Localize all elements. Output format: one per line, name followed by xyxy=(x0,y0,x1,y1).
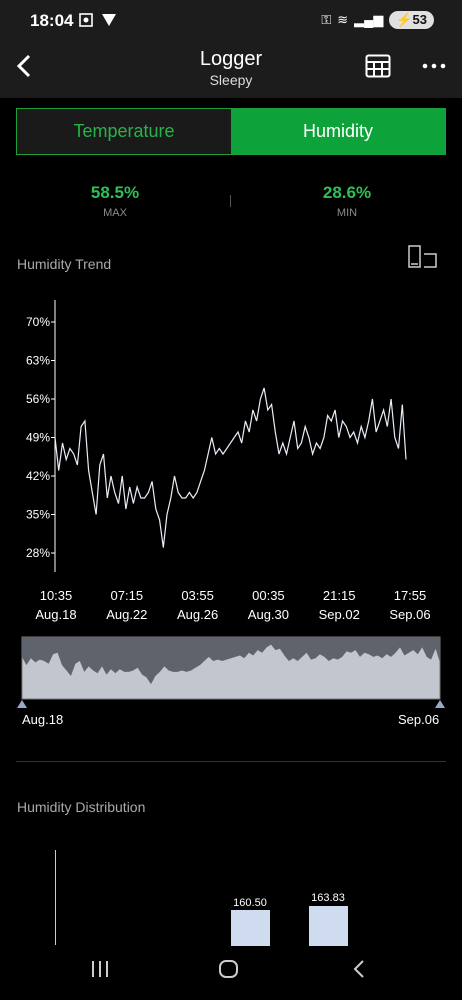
section-divider xyxy=(16,761,446,762)
app-bar: Logger Sleepy xyxy=(0,44,462,98)
x-tick-date: Aug.22 xyxy=(106,607,147,622)
x-tick-time: 03:55 xyxy=(181,588,214,603)
y-tick-label: 63% xyxy=(26,354,50,368)
back-nav-icon[interactable] xyxy=(350,958,370,986)
trend-title: Humidity Trend xyxy=(17,256,112,272)
page-subtitle: Sleepy xyxy=(209,72,253,88)
x-tick-date: Aug.18 xyxy=(35,607,76,622)
battery-level: 53 xyxy=(412,12,427,27)
status-bar: 18:04 ⚿ ≋ ▂▄▆ ⚡53 xyxy=(0,0,462,44)
x-tick-time: 17:55 xyxy=(394,588,427,603)
navigator-end-label: Sep.06 xyxy=(398,712,440,727)
wifi-icon: ≋ xyxy=(337,12,349,27)
metric-tabs: Temperature Humidity xyxy=(16,108,446,155)
distribution-bar xyxy=(309,906,348,946)
recent-apps-icon[interactable] xyxy=(89,958,111,986)
x-tick-date: Sep.02 xyxy=(319,607,360,622)
x-tick-date: Aug.30 xyxy=(248,607,289,622)
y-tick-label: 42% xyxy=(26,469,50,483)
x-tick-time: 00:35 xyxy=(252,588,285,603)
humidity-trend-chart[interactable]: 70% 63% 56% 49% 42% 35% 28% 10:35 Aug.18 07:15 Au… xyxy=(0,290,462,630)
max-value: 58.5% xyxy=(90,183,140,202)
distribution-bar xyxy=(231,910,270,946)
navigator-start-label: Aug.18 xyxy=(22,712,64,727)
y-tick-label: 35% xyxy=(26,508,50,522)
tab-temperature[interactable]: Temperature xyxy=(17,109,231,154)
tab-humidity[interactable]: Humidity xyxy=(231,109,445,154)
x-tick-date: Sep.06 xyxy=(389,607,430,622)
battery-indicator: ⚡53 xyxy=(389,11,434,29)
y-tick-label: 49% xyxy=(26,431,50,445)
rotate-screen-icon[interactable] xyxy=(406,244,440,275)
system-indicators: ⚿ ≋ ▂▄▆ ⚡53 xyxy=(321,11,434,29)
table-view-icon[interactable] xyxy=(365,54,391,83)
y-tick-label: 28% xyxy=(26,546,50,560)
navigator-left-handle-icon[interactable] xyxy=(17,700,27,708)
x-tick-time: 07:15 xyxy=(111,588,144,603)
min-value: 28.6% xyxy=(322,183,372,202)
distribution-title: Humidity Distribution xyxy=(17,799,146,815)
x-tick-date: Aug.26 xyxy=(177,607,218,622)
min-label: MIN xyxy=(336,207,358,219)
max-label: MAX xyxy=(103,207,127,219)
y-tick-label: 70% xyxy=(26,315,50,329)
x-tick-time: 21:15 xyxy=(323,588,356,603)
humidity-series-line xyxy=(54,387,407,548)
more-options-icon[interactable] xyxy=(421,48,447,82)
page-title: Logger xyxy=(199,48,263,70)
stats-divider xyxy=(230,195,231,207)
bar-label: 163.83 xyxy=(311,892,345,904)
y-tick-label: 56% xyxy=(26,392,50,406)
notification-icons xyxy=(78,11,122,32)
bar-label: 160.50 xyxy=(233,897,267,909)
status-time: 18:04 xyxy=(30,11,74,30)
x-tick-time: 10:35 xyxy=(40,588,73,603)
system-nav-bar xyxy=(0,948,462,1000)
navigator-area xyxy=(22,637,440,685)
key-icon: ⚿ xyxy=(321,12,332,27)
back-icon[interactable] xyxy=(14,52,34,87)
overview-navigator[interactable] xyxy=(0,632,462,712)
distribution-y-axis xyxy=(55,850,56,945)
signal-icon: ▂▄▆ xyxy=(354,12,384,27)
home-icon[interactable] xyxy=(218,958,240,986)
navigator-right-handle-icon[interactable] xyxy=(435,700,445,708)
